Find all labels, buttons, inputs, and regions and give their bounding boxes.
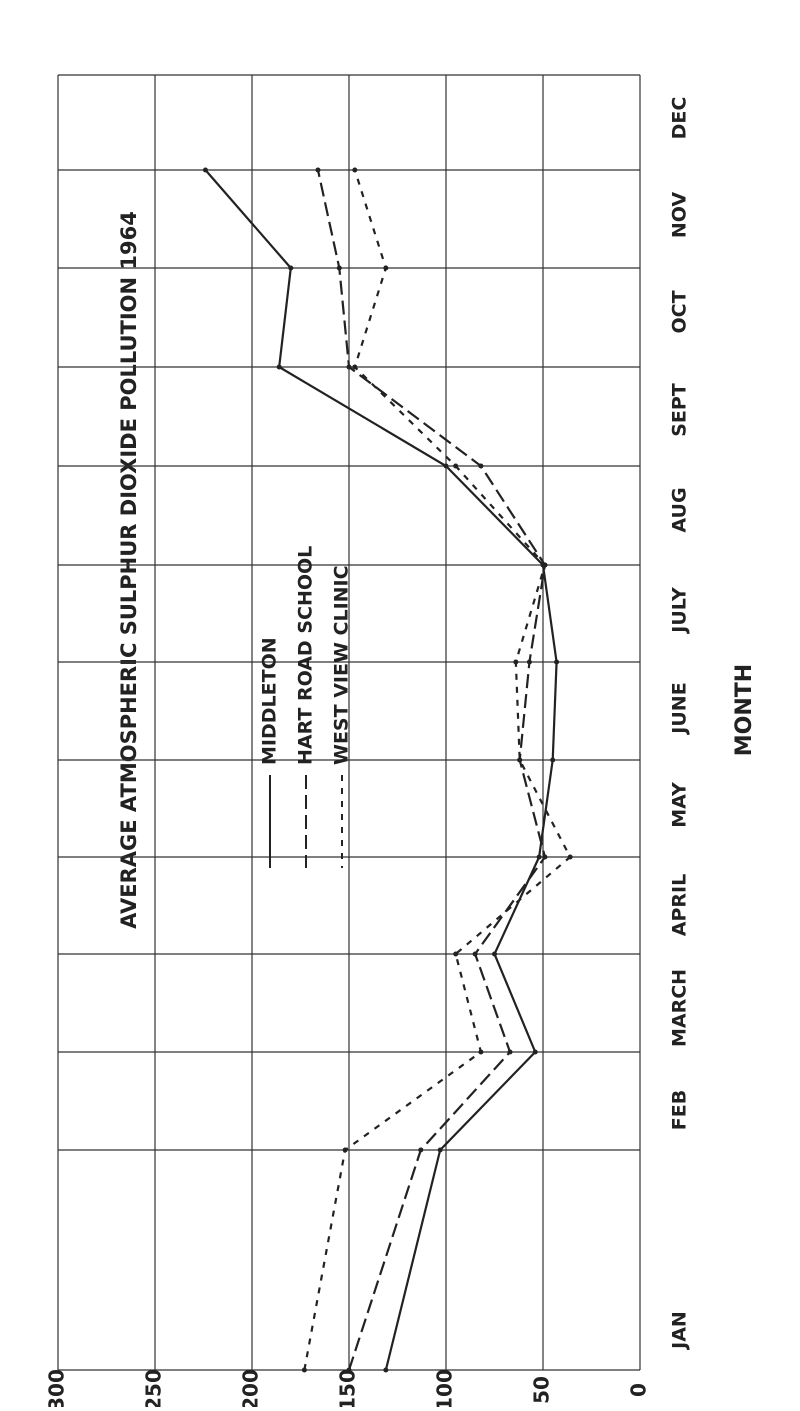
data-point <box>443 463 449 469</box>
x-tick-label: DEC <box>669 97 691 140</box>
data-point <box>542 562 548 568</box>
y-tick-label: 300 <box>45 1369 69 1407</box>
legend-label: MIDDLETON <box>259 637 281 765</box>
data-point <box>346 364 352 370</box>
y-tick-label: 150 <box>336 1369 360 1407</box>
data-point <box>513 659 519 665</box>
data-point <box>301 1367 307 1373</box>
data-point <box>383 265 389 271</box>
x-tick-label: MARCH <box>669 969 691 1047</box>
data-point <box>336 265 342 271</box>
x-tick-label: NOV <box>669 192 691 239</box>
legend-label: HART ROAD SCHOOL <box>295 546 317 765</box>
x-tick-label: AUG <box>669 487 691 532</box>
data-point <box>550 757 556 763</box>
data-point <box>453 951 459 957</box>
data-point <box>478 1049 484 1055</box>
data-point <box>383 1367 389 1373</box>
data-point <box>418 1147 424 1153</box>
data-point <box>437 1147 443 1153</box>
x-tick-label: SEPT <box>669 383 691 437</box>
x-tick-label: FEB <box>669 1090 691 1130</box>
chart-title: AVERAGE ATMOSPHERIC SULPHUR DIOXIDE POLL… <box>117 211 141 929</box>
y-tick-label: 100 <box>433 1369 457 1407</box>
x-tick-label: JULY <box>669 587 691 635</box>
data-point <box>536 854 542 860</box>
y-tick-label: 0 <box>627 1383 651 1397</box>
data-point <box>346 1367 352 1373</box>
x-tick-label: MAY <box>669 782 691 828</box>
y-tick-label: 50 <box>530 1376 554 1404</box>
data-point <box>276 364 282 370</box>
x-axis-label: MONTH <box>732 664 757 756</box>
data-point <box>532 1049 538 1055</box>
x-tick-label: JAN <box>669 1311 691 1351</box>
data-point <box>202 167 208 173</box>
x-tick-label: OCT <box>669 290 691 333</box>
data-point <box>453 463 459 469</box>
data-point <box>517 757 523 763</box>
y-tick-label: 250 <box>142 1369 166 1407</box>
x-tick-label: JUNE <box>669 682 691 735</box>
data-point <box>352 364 358 370</box>
data-point <box>567 854 573 860</box>
data-point <box>507 1049 513 1055</box>
data-point <box>492 951 497 957</box>
series-line <box>316 169 547 1371</box>
data-point <box>288 265 294 271</box>
data-point <box>526 659 532 665</box>
x-tick-label: APRIL <box>669 874 691 936</box>
data-point <box>478 463 484 469</box>
legend-label: WEST VIEW CLINIC <box>331 565 353 765</box>
data-point <box>315 167 321 173</box>
y-tick-label: 200 <box>239 1369 263 1407</box>
data-point <box>342 1147 348 1153</box>
data-point <box>542 854 548 860</box>
series-line <box>204 169 558 1371</box>
data-point <box>352 167 358 173</box>
data-point <box>554 659 560 665</box>
data-point <box>472 951 478 957</box>
